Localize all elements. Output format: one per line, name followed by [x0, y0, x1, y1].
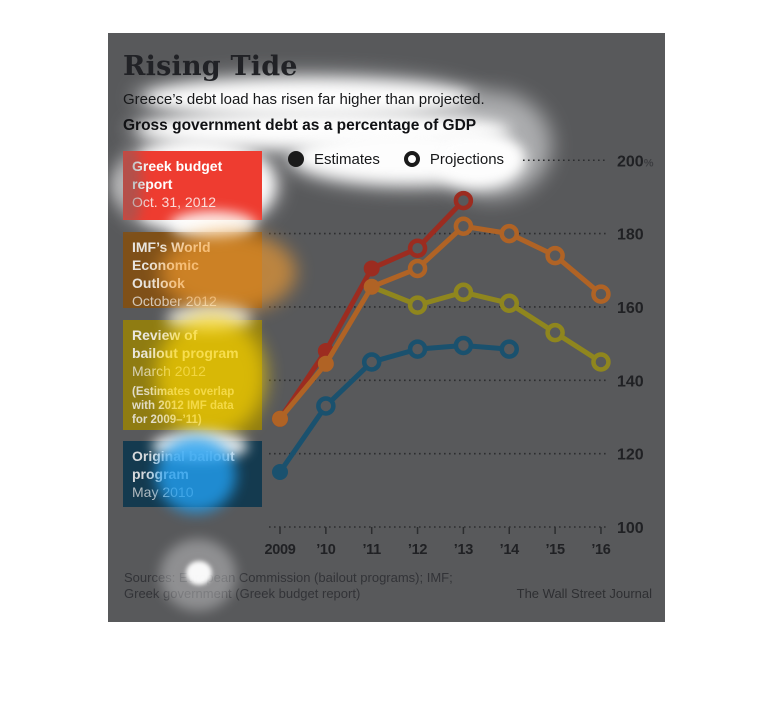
callout-greek-budget-report: Greek budget report Oct. 31, 2012 [123, 151, 262, 220]
open-circle-icon [403, 151, 420, 167]
plot-svg: 100 120 140 160 180 200% 2009 ’10 ’11 ’12 ’13 ’14 ’1… [264, 153, 654, 558]
chart-title: Gross government debt as a percentage of… [123, 117, 477, 134]
svg-text:’11: ’11 [362, 542, 381, 558]
chart-content: Rising Tide Greece’s debt load has risen… [108, 33, 665, 622]
svg-text:2009: 2009 [264, 542, 295, 558]
callout-line: Greek budget [132, 158, 223, 174]
svg-text:’10: ’10 [316, 542, 335, 558]
filled-circle-icon [288, 151, 304, 167]
callout-date: Oct. 31, 2012 [132, 194, 217, 210]
sources-line2: Greek government (Greek budget report) [124, 585, 361, 601]
sources-note: Sources: European Commission (bailout pr… [124, 570, 453, 601]
chart-panel: Rising Tide Greece’s debt load has risen… [108, 33, 665, 622]
cloud-white-blob [438, 133, 523, 188]
legend: Estimates Projections [288, 150, 518, 168]
svg-text:140: 140 [617, 373, 644, 390]
svg-text:’13: ’13 [454, 542, 473, 558]
legend-projections-label: Projections [429, 150, 505, 168]
callout-line: report [132, 176, 173, 192]
cloud-white-blob [146, 80, 471, 116]
svg-text:180: 180 [617, 227, 644, 244]
svg-text:’15: ’15 [545, 542, 564, 558]
svg-text:200%: 200% [617, 153, 654, 170]
page-title: Rising Tide [123, 51, 298, 82]
sources-line1: Sources: European Commission (bailout pr… [124, 570, 453, 585]
subtitle: Greece’s debt load has risen far higher … [123, 91, 485, 108]
publisher-credit: The Wall Street Journal [516, 586, 652, 601]
svg-text:’16: ’16 [591, 542, 610, 558]
svg-text:160: 160 [617, 300, 644, 317]
svg-text:100: 100 [617, 520, 644, 537]
svg-text:’14: ’14 [500, 542, 519, 558]
svg-text:’12: ’12 [408, 542, 427, 558]
legend-estimates-label: Estimates [314, 150, 380, 168]
svg-text:120: 120 [617, 447, 644, 464]
